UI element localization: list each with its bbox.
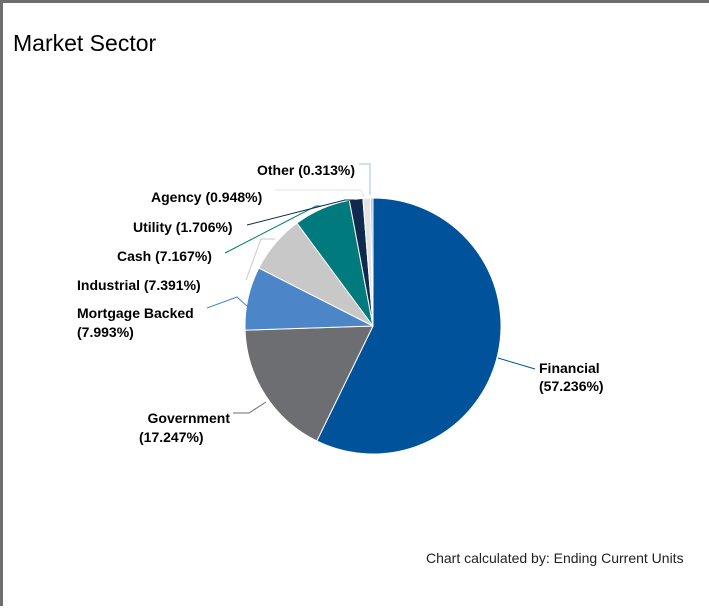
slice-percent-government: (17.247%)	[139, 429, 204, 445]
pie-chart: Financial (57.236%) Government (17.247%) Mor…	[77, 162, 604, 455]
slice-label-financial: Financial	[539, 360, 600, 376]
leader-line-government	[233, 401, 267, 414]
slice-label-other: Other (0.313%)	[257, 162, 355, 178]
pie-slice-other	[369, 197, 374, 327]
leader-line-cash	[224, 205, 321, 254]
leader-line-industrial	[245, 238, 275, 281]
leader-line-mortgage-backed	[206, 296, 248, 309]
chart-title: Market Sector	[13, 30, 157, 56]
slice-label-cash: Cash (7.167%)	[117, 248, 212, 264]
slice-label-industrial: Industrial (7.391%)	[77, 277, 201, 293]
pie-slice-government	[244, 325, 374, 442]
leader-line-other	[359, 163, 371, 195]
slice-percent-financial: (57.236%)	[539, 378, 604, 394]
slice-label-utility: Utility (1.706%)	[133, 219, 233, 235]
leader-line-agency	[275, 189, 365, 198]
slice-percent-mortgage-backed: (7.993%)	[77, 324, 134, 340]
slice-label-government: Government	[148, 410, 231, 426]
slice-label-agency: Agency (0.948%)	[151, 189, 262, 205]
pie-slice-financial	[316, 197, 502, 455]
leader-line-financial	[497, 357, 536, 370]
chart-footnote: Chart calculated by: Ending Current Unit…	[426, 550, 684, 566]
leader-line-utility	[246, 199, 355, 226]
slice-label-mortgage-backed: Mortgage Backed	[77, 305, 194, 321]
